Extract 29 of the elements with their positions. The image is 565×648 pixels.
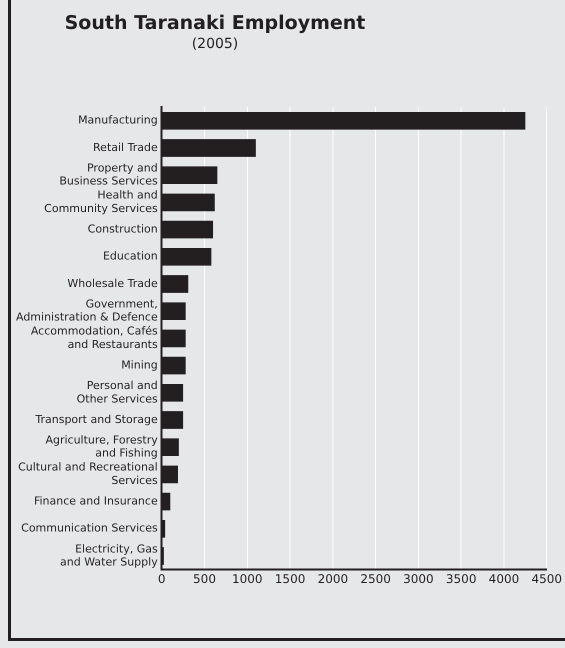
y-tick-label: Construction xyxy=(88,222,158,236)
y-tick-label: Health and Community Services xyxy=(44,188,158,215)
y-tick-label: Wholesale Trade xyxy=(67,276,158,290)
y-tick-label: Finance and Insurance xyxy=(34,494,158,508)
chart-subtitle: (2005) xyxy=(190,36,240,52)
y-tick-label: Electricity, Gas and Water Supply xyxy=(60,542,158,568)
chart-title: South Taranaki Employment xyxy=(64,12,366,34)
y-tick-label: Cultural and Recreational Services xyxy=(18,460,158,487)
y-tick-label: Property and Business Services xyxy=(59,161,158,188)
y-tick-label: Government, Administration & Defence xyxy=(16,297,158,324)
y-tick-label: Transport and Storage xyxy=(34,412,158,426)
y-tick-label: Manufacturing xyxy=(78,114,158,127)
x-tick-label: 4500 xyxy=(531,572,562,586)
x-tick-label: 3500 xyxy=(446,572,476,586)
x-tick-label: 1500 xyxy=(274,572,306,586)
x-tick-label: 1000 xyxy=(232,572,263,586)
y-tick-label: Accommodation, Cafés and Restaurants xyxy=(30,324,158,351)
x-tick-label: 0 xyxy=(158,572,166,586)
x-tick-label: 2500 xyxy=(360,572,391,586)
x-tick-label: 4000 xyxy=(488,572,520,586)
x-tick-label: 3000 xyxy=(403,572,434,586)
y-tick-label: Retail Trade xyxy=(93,140,158,154)
y-tick-label: Communication Services xyxy=(21,522,158,535)
x-tick-label: 2000 xyxy=(318,572,348,586)
x-tick-label: 500 xyxy=(193,572,216,586)
y-tick-label: Education xyxy=(102,250,158,263)
y-tick-label: Personal and Other Services xyxy=(76,379,158,406)
y-tick-label: Mining xyxy=(121,358,158,372)
y-tick-label: Agriculture, Forestry and Fishing xyxy=(45,433,158,460)
